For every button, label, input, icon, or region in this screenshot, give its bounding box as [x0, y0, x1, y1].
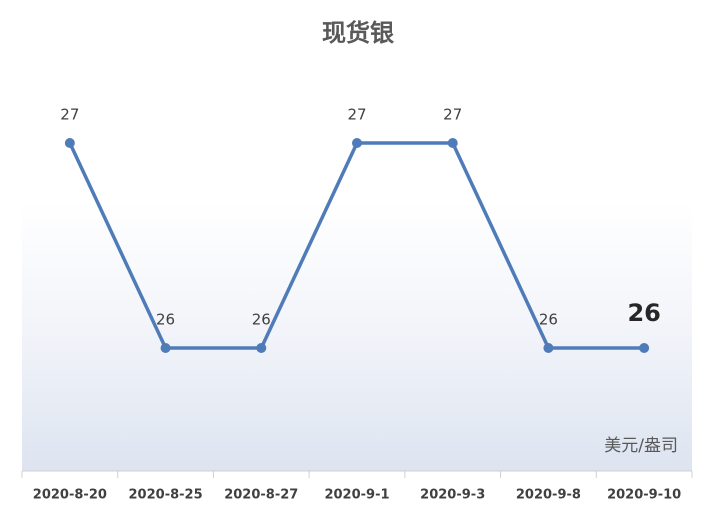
point-marker: [64, 138, 75, 148]
x-tick-label: 2020-8-20: [33, 488, 107, 503]
point-marker: [543, 343, 554, 353]
chart-title: 现货银: [322, 19, 395, 47]
plot-background: [22, 200, 692, 471]
data-label: 26: [156, 311, 175, 329]
data-label: 26: [539, 311, 558, 329]
x-tick-label: 2020-9-10: [607, 488, 681, 503]
point-marker: [352, 138, 362, 148]
data-label: 26: [627, 299, 660, 327]
data-label: 27: [443, 106, 462, 124]
data-label: 27: [347, 106, 366, 124]
x-tick-label: 2020-8-25: [129, 488, 203, 503]
point-marker: [160, 343, 171, 353]
x-tick-label: 2020-9-3: [420, 488, 485, 503]
data-label: 27: [60, 106, 79, 124]
x-tick-label: 2020-9-8: [516, 488, 581, 503]
data-label: 26: [252, 311, 271, 329]
point-marker: [639, 343, 650, 353]
x-tick-label: 2020-9-1: [324, 488, 389, 503]
x-tick-label: 2020-8-27: [224, 488, 298, 503]
point-marker: [256, 343, 267, 353]
point-marker: [447, 138, 458, 148]
unit-label: 美元/盎司: [604, 436, 678, 456]
